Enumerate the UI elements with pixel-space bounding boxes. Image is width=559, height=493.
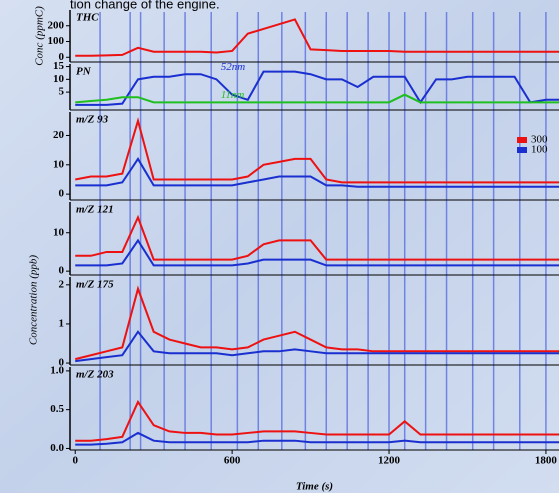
y-tick-label: 15: [53, 60, 65, 72]
series-label: 11nm: [221, 89, 245, 101]
y-axis-label: Concentration (ppb): [28, 255, 40, 345]
x-tick-label: 0: [72, 455, 78, 467]
legend-swatch: [517, 147, 527, 153]
series-line: [75, 18, 559, 57]
y-tick-label: 1.0: [50, 364, 64, 376]
y-tick-label: 0: [59, 188, 65, 200]
series-line: [74, 285, 559, 361]
panel-title: m/Z 175: [76, 279, 114, 291]
y-tick-label: 0: [59, 357, 65, 369]
y-tick-label: 10: [53, 226, 65, 238]
series-line: [75, 117, 559, 184]
series-label: 52nm: [221, 61, 246, 73]
y-tick-label: 20: [53, 129, 65, 141]
y-tick-label: 0.5: [50, 403, 64, 415]
panel-title: THC: [76, 12, 99, 24]
series-line: [75, 431, 559, 446]
series-line: [75, 70, 559, 106]
series-line: [75, 399, 559, 442]
panel-y-label: Conc (ppmC): [34, 6, 46, 66]
x-tick-label: 1800: [535, 455, 558, 467]
y-tick-label: 0: [59, 51, 65, 63]
legend-swatch: [517, 137, 527, 143]
y-tick-label: 10: [53, 73, 65, 85]
panel-title: m/Z 121: [76, 204, 114, 216]
y-tick-label: 0: [59, 265, 65, 277]
series-line: [75, 214, 559, 261]
y-tick-label: 2: [59, 278, 65, 290]
series-line: [75, 238, 559, 267]
panel-title: m/Z 93: [76, 114, 109, 126]
series-line: [75, 157, 559, 188]
series-line: [75, 330, 559, 363]
x-axis-label: Time (s): [296, 481, 333, 493]
y-tick-label: 0.0: [50, 442, 64, 454]
y-tick-label: 5: [59, 86, 65, 98]
y-tick-label: 1: [59, 317, 65, 329]
panel-title: m/Z 203: [76, 369, 114, 381]
panel-title: PN: [76, 66, 92, 78]
x-tick-label: 600: [224, 455, 241, 467]
y-tick-label: 200: [48, 19, 65, 31]
series-line: [75, 93, 559, 104]
y-tick-label: 100: [48, 35, 65, 47]
legend-label: 300: [531, 134, 548, 146]
y-tick-label: 10: [53, 158, 65, 170]
caption: tion change of the engine.: [70, 0, 220, 11]
legend-label: 100: [531, 144, 548, 156]
x-tick-label: 1200: [378, 455, 401, 467]
